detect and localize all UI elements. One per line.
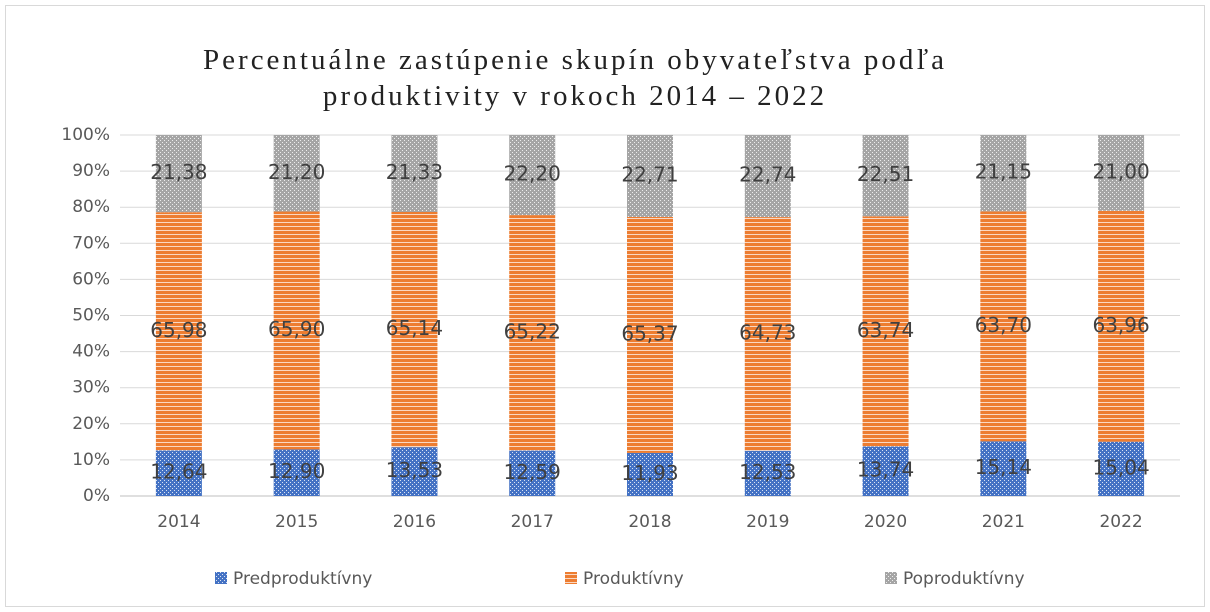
- data-label: 12,64: [150, 460, 207, 484]
- legend-label: Predproduktívny: [233, 569, 372, 589]
- bar-segment: [980, 211, 1027, 442]
- data-label: 21,33: [386, 160, 443, 184]
- bar-segment: [980, 441, 1027, 496]
- bar-segment: [509, 450, 556, 496]
- data-label: 12,90: [268, 459, 325, 483]
- data-label: 65,14: [386, 316, 443, 340]
- data-label: 65,37: [621, 321, 678, 345]
- y-tick-label: 40%: [72, 342, 110, 362]
- chart-title: Percentuálne zastúpenie skupín obyvateľs…: [203, 44, 947, 112]
- legend-label: Produktívny: [583, 569, 684, 589]
- bar-segment: [744, 135, 791, 218]
- bar-segment: [273, 135, 320, 212]
- x-tick-label: 2017: [511, 512, 554, 532]
- legend-swatch: [885, 572, 897, 584]
- data-label: 12,53: [739, 460, 796, 484]
- data-label: 65,98: [150, 318, 207, 342]
- bar-segment: [273, 211, 320, 450]
- y-tick-label: 60%: [72, 269, 110, 289]
- data-label: 13,74: [857, 458, 914, 482]
- y-tick-label: 100%: [61, 125, 110, 145]
- data-label: 12,59: [504, 460, 561, 484]
- bar-segment: [391, 135, 438, 213]
- y-tick-label: 20%: [72, 414, 110, 434]
- bar-segment: [155, 212, 202, 451]
- y-tick-label: 70%: [72, 233, 110, 253]
- data-label: 65,22: [504, 319, 561, 343]
- x-tick-label: 2021: [982, 512, 1025, 532]
- x-tick-label: 2022: [1099, 512, 1142, 532]
- y-tick-label: 80%: [72, 197, 110, 217]
- bar-segment: [627, 216, 673, 453]
- x-tick-label: 2016: [393, 512, 436, 532]
- bar-segment: [391, 212, 438, 448]
- legend-swatch: [215, 572, 227, 584]
- bar-segment: [509, 215, 556, 451]
- bar-segment: [744, 217, 791, 451]
- data-label: 13,53: [386, 458, 443, 482]
- bar-segment: [509, 134, 556, 216]
- chart-border: [5, 5, 1205, 607]
- data-label: 21,38: [150, 160, 207, 184]
- bar-segment: [862, 216, 909, 447]
- data-label: 21,00: [1092, 159, 1149, 183]
- data-label: 22,71: [621, 162, 678, 186]
- data-label: 22,51: [857, 162, 914, 186]
- data-label: 22,20: [504, 162, 561, 186]
- bar-segment: [744, 450, 791, 496]
- y-tick-label: 50%: [72, 306, 110, 326]
- bar-segment: [862, 446, 909, 496]
- bar-segment: [1098, 210, 1145, 442]
- x-tick-label: 2014: [157, 512, 200, 532]
- legend-label: Poproduktívny: [903, 569, 1025, 589]
- data-label: 65,90: [268, 317, 325, 341]
- bar-segment: [1098, 135, 1145, 211]
- bar-segment: [862, 135, 909, 217]
- y-tick-label: 0%: [83, 486, 110, 506]
- data-label: 15,04: [1092, 455, 1149, 479]
- data-label: 21,20: [268, 160, 325, 184]
- bar-segment: [155, 450, 202, 496]
- bar-segment: [391, 447, 438, 496]
- bar-segment: [627, 452, 673, 496]
- y-tick-label: 10%: [72, 450, 110, 470]
- data-label: 63,70: [975, 313, 1032, 337]
- bar-segment: [980, 135, 1027, 212]
- bar-segment: [155, 135, 202, 213]
- legend-swatch: [565, 572, 577, 584]
- x-tick-label: 2019: [746, 512, 789, 532]
- bar-segment: [273, 449, 320, 496]
- data-label: 63,74: [857, 318, 914, 342]
- data-label: 21,15: [975, 160, 1032, 184]
- bar-segment: [627, 134, 673, 217]
- y-tick-label: 90%: [72, 161, 110, 181]
- data-label: 11,93: [621, 461, 678, 485]
- data-label: 22,74: [739, 163, 796, 187]
- data-label: 64,73: [739, 320, 796, 344]
- data-label: 63,96: [1092, 313, 1149, 337]
- x-tick-label: 2018: [628, 512, 671, 532]
- y-tick-label: 30%: [72, 378, 110, 398]
- x-tick-label: 2015: [275, 512, 318, 532]
- x-tick-label: 2020: [864, 512, 907, 532]
- data-label: 15,14: [975, 455, 1032, 479]
- bar-segment: [1098, 441, 1145, 496]
